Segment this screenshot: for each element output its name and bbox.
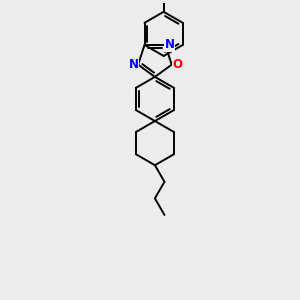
Text: O: O bbox=[172, 58, 182, 71]
Text: N: N bbox=[165, 38, 175, 51]
Text: N: N bbox=[129, 58, 139, 71]
